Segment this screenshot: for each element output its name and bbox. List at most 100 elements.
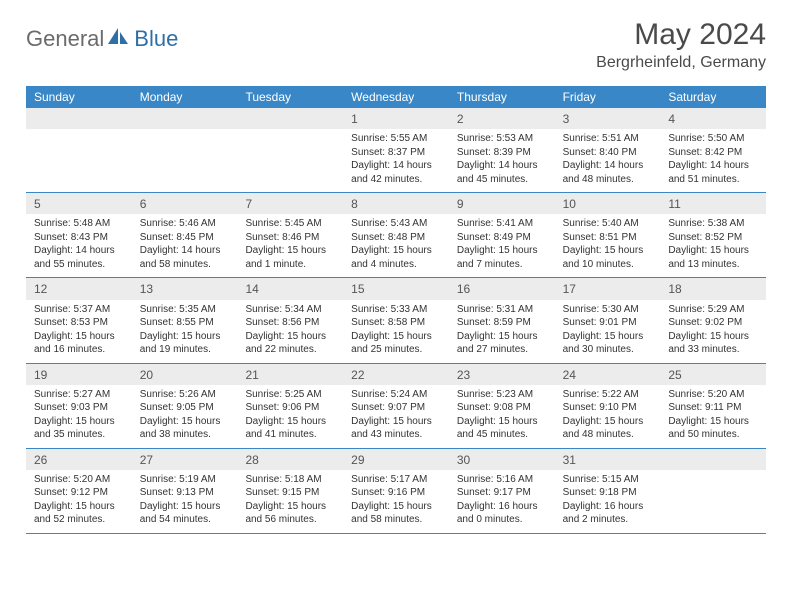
sunrise-text: Sunrise: 5:34 AM: [245, 303, 335, 317]
calendar-cell: 10Sunrise: 5:40 AMSunset: 8:51 PMDayligh…: [555, 193, 661, 277]
day-details: Sunrise: 5:35 AMSunset: 8:55 PMDaylight:…: [132, 300, 238, 363]
day-number: 17: [555, 278, 661, 299]
day-details: Sunrise: 5:38 AMSunset: 8:52 PMDaylight:…: [660, 214, 766, 277]
day-details: Sunrise: 5:16 AMSunset: 9:17 PMDaylight:…: [449, 470, 555, 533]
sunrise-text: Sunrise: 5:51 AM: [563, 132, 653, 146]
day-number: 31: [555, 449, 661, 470]
daylight-text: Daylight: 15 hours: [668, 330, 758, 344]
sunrise-text: Sunrise: 5:30 AM: [563, 303, 653, 317]
daylight-text: and 55 minutes.: [34, 258, 124, 272]
daylight-text: and 56 minutes.: [245, 513, 335, 527]
daylight-text: and 7 minutes.: [457, 258, 547, 272]
day-details: Sunrise: 5:24 AMSunset: 9:07 PMDaylight:…: [343, 385, 449, 448]
day-details: Sunrise: 5:30 AMSunset: 9:01 PMDaylight:…: [555, 300, 661, 363]
daylight-text: and 43 minutes.: [351, 428, 441, 442]
day-details: Sunrise: 5:22 AMSunset: 9:10 PMDaylight:…: [555, 385, 661, 448]
daylight-text: Daylight: 15 hours: [140, 500, 230, 514]
daylight-text: and 25 minutes.: [351, 343, 441, 357]
day-details: Sunrise: 5:46 AMSunset: 8:45 PMDaylight:…: [132, 214, 238, 277]
daylight-text: Daylight: 15 hours: [563, 415, 653, 429]
day-number: 23: [449, 364, 555, 385]
sunset-text: Sunset: 9:11 PM: [668, 401, 758, 415]
sunset-text: Sunset: 9:13 PM: [140, 486, 230, 500]
sunset-text: Sunset: 8:48 PM: [351, 231, 441, 245]
title-block: May 2024 Bergrheinfeld, Germany: [596, 18, 766, 72]
weekday-header-cell: Friday: [555, 86, 661, 108]
day-number: [132, 108, 238, 129]
daylight-text: and 1 minute.: [245, 258, 335, 272]
day-details: Sunrise: 5:27 AMSunset: 9:03 PMDaylight:…: [26, 385, 132, 448]
day-number: 13: [132, 278, 238, 299]
daylight-text: and 33 minutes.: [668, 343, 758, 357]
calendar-cell: 13Sunrise: 5:35 AMSunset: 8:55 PMDayligh…: [132, 278, 238, 362]
daylight-text: and 19 minutes.: [140, 343, 230, 357]
daylight-text: Daylight: 14 hours: [457, 159, 547, 173]
daylight-text: and 2 minutes.: [563, 513, 653, 527]
daylight-text: Daylight: 15 hours: [140, 415, 230, 429]
day-details: Sunrise: 5:40 AMSunset: 8:51 PMDaylight:…: [555, 214, 661, 277]
sunrise-text: Sunrise: 5:17 AM: [351, 473, 441, 487]
daylight-text: Daylight: 15 hours: [668, 415, 758, 429]
sunset-text: Sunset: 8:43 PM: [34, 231, 124, 245]
sunset-text: Sunset: 8:53 PM: [34, 316, 124, 330]
daylight-text: Daylight: 15 hours: [245, 244, 335, 258]
day-number: [660, 449, 766, 470]
calendar-cell: [237, 108, 343, 192]
day-number: 26: [26, 449, 132, 470]
daylight-text: Daylight: 14 hours: [563, 159, 653, 173]
calendar: SundayMondayTuesdayWednesdayThursdayFrid…: [26, 86, 766, 534]
sunset-text: Sunset: 8:37 PM: [351, 146, 441, 160]
day-details: Sunrise: 5:34 AMSunset: 8:56 PMDaylight:…: [237, 300, 343, 363]
day-details: Sunrise: 5:18 AMSunset: 9:15 PMDaylight:…: [237, 470, 343, 533]
sunset-text: Sunset: 9:02 PM: [668, 316, 758, 330]
day-details: Sunrise: 5:26 AMSunset: 9:05 PMDaylight:…: [132, 385, 238, 448]
daylight-text: and 51 minutes.: [668, 173, 758, 187]
sunrise-text: Sunrise: 5:45 AM: [245, 217, 335, 231]
daylight-text: and 42 minutes.: [351, 173, 441, 187]
daylight-text: and 0 minutes.: [457, 513, 547, 527]
sunset-text: Sunset: 8:42 PM: [668, 146, 758, 160]
sunrise-text: Sunrise: 5:20 AM: [34, 473, 124, 487]
weekday-header-cell: Sunday: [26, 86, 132, 108]
calendar-cell: 14Sunrise: 5:34 AMSunset: 8:56 PMDayligh…: [237, 278, 343, 362]
daylight-text: Daylight: 15 hours: [563, 244, 653, 258]
sunrise-text: Sunrise: 5:37 AM: [34, 303, 124, 317]
daylight-text: Daylight: 15 hours: [245, 500, 335, 514]
calendar-row: 19Sunrise: 5:27 AMSunset: 9:03 PMDayligh…: [26, 364, 766, 449]
calendar-cell: 18 Sunrise: 5:29 AMSunset: 9:02 PMDayligh…: [660, 278, 766, 362]
sunset-text: Sunset: 8:51 PM: [563, 231, 653, 245]
calendar-cell: [26, 108, 132, 192]
day-number: 11: [660, 193, 766, 214]
sunrise-text: Sunrise: 5:31 AM: [457, 303, 547, 317]
calendar-weekday-header: SundayMondayTuesdayWednesdayThursdayFrid…: [26, 86, 766, 108]
sunset-text: Sunset: 9:01 PM: [563, 316, 653, 330]
daylight-text: Daylight: 15 hours: [245, 330, 335, 344]
sunset-text: Sunset: 9:12 PM: [34, 486, 124, 500]
sunrise-text: Sunrise: 5:41 AM: [457, 217, 547, 231]
calendar-cell: 26Sunrise: 5:20 AMSunset: 9:12 PMDayligh…: [26, 449, 132, 533]
calendar-cell: 16Sunrise: 5:31 AMSunset: 8:59 PMDayligh…: [449, 278, 555, 362]
sunrise-text: Sunrise: 5:25 AM: [245, 388, 335, 402]
day-number: 18: [660, 278, 766, 299]
sunset-text: Sunset: 8:56 PM: [245, 316, 335, 330]
daylight-text: Daylight: 14 hours: [140, 244, 230, 258]
daylight-text: and 10 minutes.: [563, 258, 653, 272]
sunrise-text: Sunrise: 5:22 AM: [563, 388, 653, 402]
sunset-text: Sunset: 9:17 PM: [457, 486, 547, 500]
day-number: 3: [555, 108, 661, 129]
day-details: Sunrise: 5:43 AMSunset: 8:48 PMDaylight:…: [343, 214, 449, 277]
daylight-text: and 27 minutes.: [457, 343, 547, 357]
day-number: 14: [237, 278, 343, 299]
sunrise-text: Sunrise: 5:15 AM: [563, 473, 653, 487]
sunrise-text: Sunrise: 5:29 AM: [668, 303, 758, 317]
daylight-text: Daylight: 15 hours: [351, 244, 441, 258]
calendar-row: 5Sunrise: 5:48 AMSunset: 8:43 PMDaylight…: [26, 193, 766, 278]
daylight-text: Daylight: 16 hours: [563, 500, 653, 514]
daylight-text: and 30 minutes.: [563, 343, 653, 357]
daylight-text: and 45 minutes.: [457, 428, 547, 442]
day-number: 7: [237, 193, 343, 214]
calendar-cell: [660, 449, 766, 533]
weekday-header-cell: Tuesday: [237, 86, 343, 108]
day-number: 6: [132, 193, 238, 214]
daylight-text: Daylight: 16 hours: [457, 500, 547, 514]
